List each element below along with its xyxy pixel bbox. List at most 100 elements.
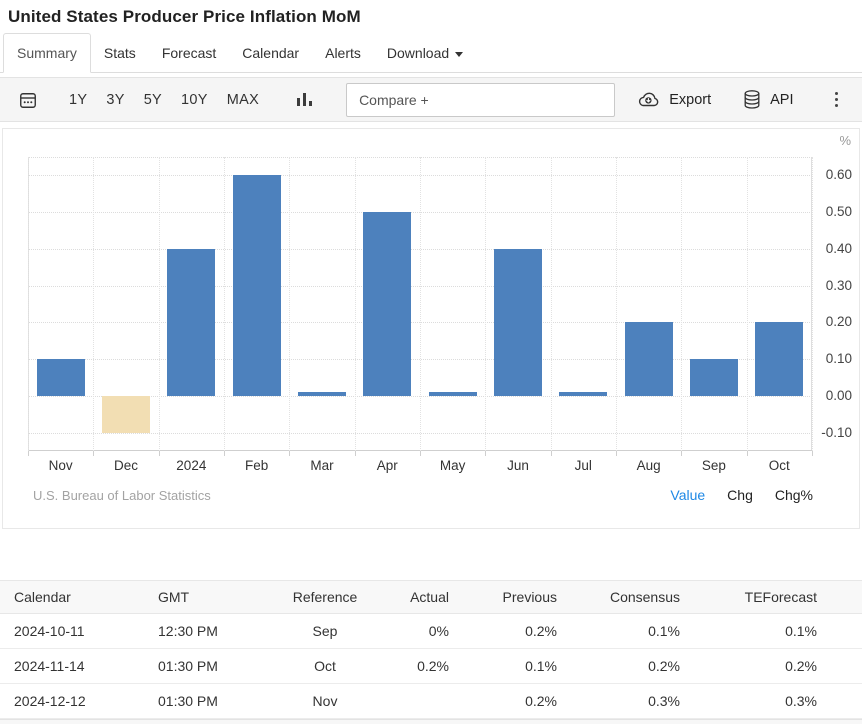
column-header-consensus: Consensus xyxy=(609,589,680,605)
gridline xyxy=(485,157,487,451)
gridline xyxy=(289,157,291,451)
bar-mar[interactable] xyxy=(298,392,346,396)
range-group: 1Y 3Y 5Y 10Y MAX xyxy=(69,92,259,108)
cell-consensus: 0.2% xyxy=(648,658,680,674)
tab-download[interactable]: Download xyxy=(374,34,476,72)
range-max-button[interactable]: MAX xyxy=(226,91,260,108)
range-3y-button[interactable]: 3Y xyxy=(106,91,125,108)
chart-toolbar: 1Y 3Y 5Y 10Y MAX Export xyxy=(0,77,862,122)
tab-bar: Summary Stats Forecast Calendar Alerts D… xyxy=(0,32,862,73)
x-axis-label: Feb xyxy=(245,458,269,473)
tab-stats[interactable]: Stats xyxy=(91,34,149,72)
bar-apr[interactable] xyxy=(363,212,412,396)
chart-card: % Nov Dec 2024 Feb Mar Apr May Jun Jul Aug Sep Oct … xyxy=(2,128,860,529)
tab-alerts[interactable]: Alerts xyxy=(312,34,374,72)
cell-reference: Oct xyxy=(314,658,336,674)
tab-calendar[interactable]: Calendar xyxy=(229,34,312,72)
axis-tick xyxy=(289,451,291,456)
chart-type-button[interactable] xyxy=(296,90,313,109)
axis-tick xyxy=(746,451,748,456)
column-header-previous: Previous xyxy=(502,589,557,605)
cloud-download-icon xyxy=(636,90,661,109)
x-axis-label: Sep xyxy=(701,458,726,473)
gridline xyxy=(550,157,552,451)
column-header-gmt: GMT xyxy=(158,589,190,605)
tab-forecast[interactable]: Forecast xyxy=(149,34,229,72)
y-axis-label: 0.10 xyxy=(825,351,852,367)
axis-tick xyxy=(550,451,552,456)
view-chgpct-link[interactable]: Chg% xyxy=(774,487,813,503)
x-axis-label: Nov xyxy=(48,458,73,473)
table-row: 2024-11-14 01:30 PM Oct 0.2% 0.1% 0.2% 0… xyxy=(0,649,862,684)
axis-tick xyxy=(485,451,487,456)
overflow-menu-button[interactable] xyxy=(829,88,845,112)
view-value-link[interactable]: Value xyxy=(670,487,706,503)
axis-tick xyxy=(681,451,683,456)
bar-dec[interactable] xyxy=(102,395,150,433)
bar-feb[interactable] xyxy=(232,175,281,396)
column-header-reference: Reference xyxy=(292,589,358,605)
export-button[interactable]: Export xyxy=(636,90,711,109)
y-axis-label: 0.30 xyxy=(825,277,852,293)
bar-jul[interactable] xyxy=(559,392,608,396)
cell-date: 2024-10-11 xyxy=(14,623,85,639)
axis-tick xyxy=(812,451,813,456)
y-axis-label: 0.20 xyxy=(825,314,852,330)
page-title: United States Producer Price Inflation M… xyxy=(8,7,361,26)
gridline xyxy=(158,157,160,451)
column-header-teforecast: TEForecast xyxy=(744,589,817,605)
cell-teforecast: 0.3% xyxy=(785,693,817,709)
view-chg-link[interactable]: Chg xyxy=(727,487,753,503)
range-1y-button[interactable]: 1Y xyxy=(69,91,88,108)
date-range-button[interactable] xyxy=(18,90,38,110)
gridline xyxy=(93,157,95,451)
gridline xyxy=(616,157,617,451)
view-switcher: Value Chg Chg% xyxy=(670,487,813,503)
source-label: U.S. Bureau of Labor Statistics xyxy=(33,487,211,503)
bar-sep[interactable] xyxy=(690,359,738,396)
bar-may[interactable] xyxy=(428,392,477,396)
compare-input[interactable] xyxy=(346,82,616,117)
chart-footer: U.S. Bureau of Labor Statistics Value Ch… xyxy=(33,487,813,503)
api-button[interactable]: API xyxy=(742,89,794,110)
calendar-table-section: Calendar GMT Reference Actual Previous C… xyxy=(0,580,862,724)
x-axis-label: Jun xyxy=(507,458,529,473)
axis-tick xyxy=(28,451,29,456)
tab-summary[interactable]: Summary xyxy=(3,33,91,73)
bar-chart-icon xyxy=(296,90,313,109)
bar-aug[interactable] xyxy=(624,322,673,396)
gridline xyxy=(224,157,225,451)
column-header-actual: Actual xyxy=(410,589,449,605)
plot-right-edge xyxy=(811,157,812,451)
range-10y-button[interactable]: 10Y xyxy=(181,91,208,108)
gridline xyxy=(354,157,356,451)
y-axis-label: 0.50 xyxy=(825,204,852,220)
cell-consensus: 0.1% xyxy=(648,623,680,639)
cell-date: 2024-12-12 xyxy=(14,693,86,709)
cell-date: 2024-11-14 xyxy=(14,658,85,674)
bar-jun[interactable] xyxy=(494,248,542,396)
page-header: United States Producer Price Inflation M… xyxy=(0,0,862,32)
column-header-calendar: Calendar xyxy=(14,589,71,605)
bar-nov[interactable] xyxy=(36,359,85,396)
cell-reference: Nov xyxy=(312,693,338,709)
y-axis-label: 0.00 xyxy=(825,387,852,403)
calendar-table: Calendar GMT Reference Actual Previous C… xyxy=(0,580,862,719)
axis-tick xyxy=(616,451,617,456)
x-axis-label: Aug xyxy=(636,458,661,473)
cell-previous: 0.2% xyxy=(525,623,557,639)
calendar-icon xyxy=(18,90,38,110)
x-axis-label: Oct xyxy=(768,458,790,473)
axis-tick xyxy=(93,451,95,456)
cell-actual xyxy=(360,684,455,719)
x-axis-label: Jul xyxy=(574,458,592,473)
cell-previous: 0.2% xyxy=(525,693,557,709)
gridline xyxy=(28,157,29,451)
tab-summary-label: Summary xyxy=(17,45,77,61)
cell-gmt: 12:30 PM xyxy=(158,623,218,639)
bar-2024[interactable] xyxy=(167,248,216,396)
bar-oct[interactable] xyxy=(755,322,804,396)
y-axis-label: 0.40 xyxy=(825,240,852,256)
cell-reference: Sep xyxy=(312,623,338,639)
range-5y-button[interactable]: 5Y xyxy=(143,91,163,108)
